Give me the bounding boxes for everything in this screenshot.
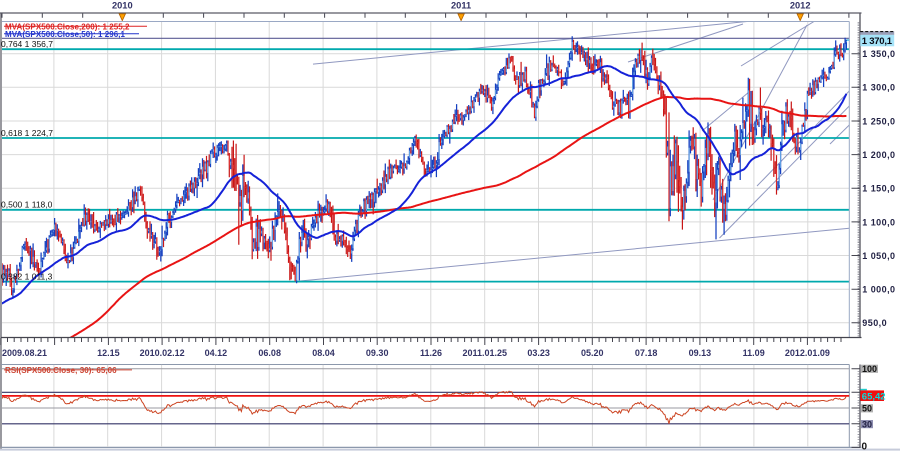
svg-text:12.15: 12.15 bbox=[97, 348, 120, 358]
svg-text:1 250,0: 1 250,0 bbox=[862, 116, 895, 126]
svg-text:2012.01.09: 2012.01.09 bbox=[785, 348, 830, 358]
svg-text:11.26: 11.26 bbox=[420, 348, 442, 358]
svg-text:1 150,0: 1 150,0 bbox=[862, 184, 895, 194]
svg-text:06.08: 06.08 bbox=[258, 348, 281, 358]
svg-text:950,0: 950,0 bbox=[862, 318, 887, 328]
svg-text:0,382 1 011,3: 0,382 1 011,3 bbox=[1, 271, 53, 281]
svg-text:MVA(SPX500.Close,200): 1 255,2: MVA(SPX500.Close,200): 1 255,2 bbox=[5, 23, 130, 32]
svg-text:04.12: 04.12 bbox=[205, 348, 228, 358]
svg-text:08.04: 08.04 bbox=[312, 348, 335, 358]
svg-text:0: 0 bbox=[862, 442, 868, 452]
svg-text:65,42: 65,42 bbox=[862, 391, 886, 402]
svg-text:100: 100 bbox=[862, 364, 877, 374]
svg-text:1 350,0: 1 350,0 bbox=[862, 49, 895, 59]
svg-text:30: 30 bbox=[862, 419, 872, 429]
svg-text:2010.02.12: 2010.02.12 bbox=[140, 348, 185, 358]
svg-text:09.13: 09.13 bbox=[689, 348, 712, 358]
svg-text:1 370,1: 1 370,1 bbox=[862, 36, 893, 47]
svg-text:2011.01.25: 2011.01.25 bbox=[463, 348, 508, 358]
svg-text:03.23: 03.23 bbox=[527, 348, 550, 358]
svg-text:07.18: 07.18 bbox=[635, 348, 658, 358]
svg-text:MVA(SPX500.Close,50): 1 296,1: MVA(SPX500.Close,50): 1 296,1 bbox=[5, 30, 126, 39]
svg-text:0,618 1 224,7: 0,618 1 224,7 bbox=[1, 128, 53, 138]
svg-text:0,500 1 118,0: 0,500 1 118,0 bbox=[1, 200, 53, 210]
svg-text:1 300,0: 1 300,0 bbox=[862, 83, 895, 93]
svg-text:1 050,0: 1 050,0 bbox=[862, 251, 895, 261]
svg-text:2011: 2011 bbox=[451, 1, 471, 11]
svg-text:05.20: 05.20 bbox=[581, 348, 604, 358]
svg-text:1 200,0: 1 200,0 bbox=[862, 150, 895, 160]
svg-text:0,764 1 356,7: 0,764 1 356,7 bbox=[1, 39, 53, 49]
svg-text:09.30: 09.30 bbox=[366, 348, 389, 358]
svg-text:1 100,0: 1 100,0 bbox=[862, 217, 895, 227]
svg-text:1 000,0: 1 000,0 bbox=[862, 285, 895, 295]
svg-text:11.09: 11.09 bbox=[743, 348, 765, 358]
svg-text:2012: 2012 bbox=[790, 1, 811, 11]
svg-text:50: 50 bbox=[862, 404, 872, 414]
svg-text:2009.08.21: 2009.08.21 bbox=[2, 348, 47, 358]
svg-text:2010: 2010 bbox=[112, 1, 133, 11]
